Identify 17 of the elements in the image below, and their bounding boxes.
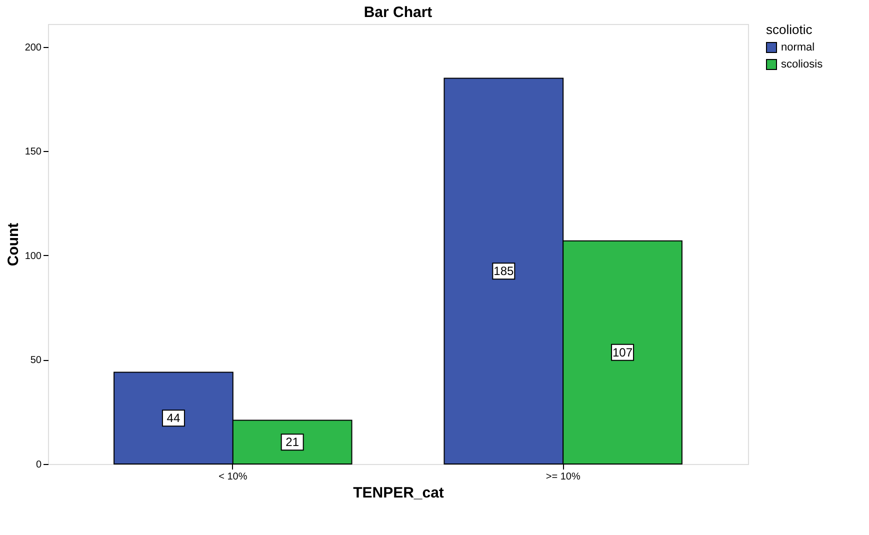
x-tick-label: >= 10% bbox=[546, 472, 580, 482]
x-tick-label: < 10% bbox=[218, 472, 248, 482]
y-tick-label: 150 bbox=[24, 146, 42, 158]
legend-title: scoliotic bbox=[766, 22, 813, 37]
data-label: 44 bbox=[166, 411, 180, 426]
data-label: 107 bbox=[612, 345, 633, 360]
y-tick-label: 0 bbox=[36, 460, 42, 470]
y-tick-label: 100 bbox=[24, 250, 42, 262]
y-tick-label: 200 bbox=[24, 42, 42, 54]
data-label: 185 bbox=[494, 264, 514, 278]
chart-title: Bar Chart bbox=[364, 4, 432, 21]
legend-label: normal bbox=[781, 42, 815, 54]
y-axis-title: Count bbox=[4, 222, 22, 266]
legend-label: scoliosis bbox=[781, 58, 824, 70]
y-tick-label: 50 bbox=[30, 355, 42, 366]
data-label: 21 bbox=[286, 435, 300, 450]
x-axis-title: TENPER_cat bbox=[353, 484, 444, 502]
